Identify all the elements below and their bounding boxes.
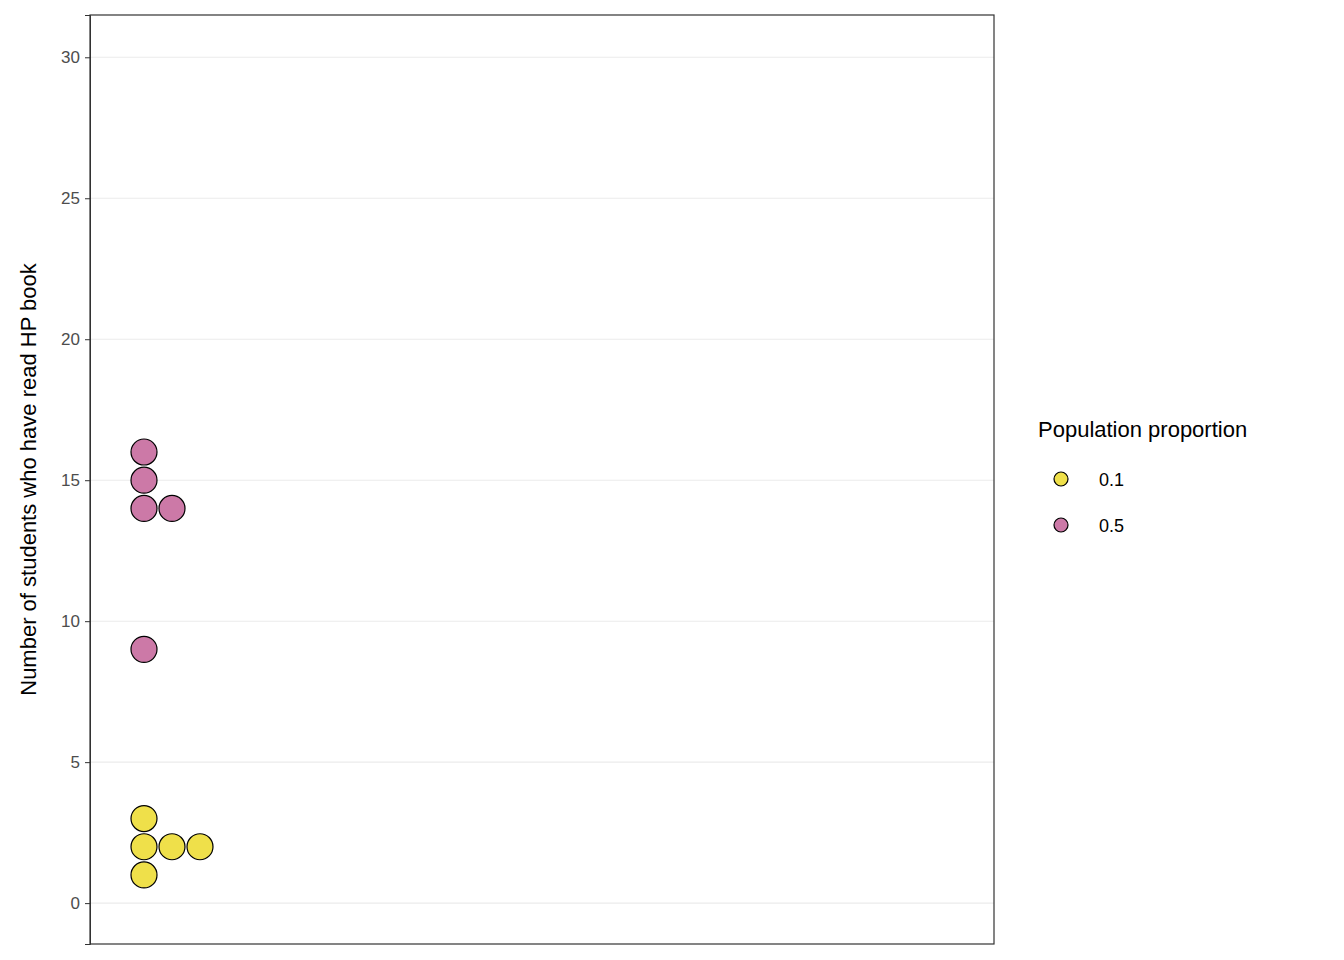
tick-label: 25 bbox=[61, 189, 80, 208]
legend-label: 0.5 bbox=[1099, 516, 1124, 536]
tick-label: 5 bbox=[71, 753, 80, 772]
tick-mark bbox=[85, 903, 90, 904]
dots bbox=[131, 439, 213, 888]
grid bbox=[90, 57, 994, 903]
tick-label: 30 bbox=[61, 48, 80, 67]
tick: 20 bbox=[61, 330, 90, 349]
tick-mark bbox=[85, 621, 90, 622]
legend-label: 0.1 bbox=[1099, 470, 1124, 490]
legend: Population proportion 0.1 0.5 bbox=[1038, 417, 1247, 536]
dot bbox=[131, 467, 157, 493]
tick: 5 bbox=[71, 753, 90, 772]
legend-title: Population proportion bbox=[1038, 417, 1247, 442]
dot bbox=[131, 495, 157, 521]
dot bbox=[131, 834, 157, 860]
dot bbox=[159, 495, 185, 521]
plot-frame bbox=[90, 15, 994, 944]
grid-line bbox=[90, 198, 994, 199]
dot bbox=[187, 834, 213, 860]
tick-mark bbox=[85, 762, 90, 763]
dot bbox=[131, 862, 157, 888]
grid-line bbox=[90, 480, 994, 481]
dot bbox=[131, 439, 157, 465]
plot-background bbox=[90, 15, 994, 944]
tick-mark bbox=[85, 57, 90, 58]
grid-line bbox=[90, 903, 994, 904]
tick-mark bbox=[85, 198, 90, 199]
grid-line bbox=[90, 762, 994, 763]
tick-label: 20 bbox=[61, 330, 80, 349]
legend-key bbox=[1054, 518, 1068, 532]
tick-mark bbox=[85, 339, 90, 340]
grid-line bbox=[90, 339, 994, 340]
legend-key bbox=[1054, 472, 1068, 486]
tick-label: 0 bbox=[71, 894, 80, 913]
tick: 10 bbox=[61, 612, 90, 631]
tick-label: 10 bbox=[61, 612, 80, 631]
y-axis-title: Number of students who have read HP book bbox=[16, 262, 41, 696]
dot bbox=[131, 636, 157, 662]
tick-mark bbox=[85, 480, 90, 481]
grid-line bbox=[90, 621, 994, 622]
tick: 15 bbox=[61, 471, 90, 490]
tick-label: 15 bbox=[61, 471, 80, 490]
grid-line bbox=[90, 57, 994, 58]
chart: 0 5 10 15 20 25 30 Number of students who have … bbox=[0, 0, 1344, 960]
tick: 30 bbox=[61, 48, 90, 67]
dot bbox=[131, 806, 157, 832]
tick: 0 bbox=[71, 894, 90, 913]
dot bbox=[159, 834, 185, 860]
y-axis: 0 5 10 15 20 25 30 bbox=[61, 16, 90, 945]
tick: 25 bbox=[61, 189, 90, 208]
